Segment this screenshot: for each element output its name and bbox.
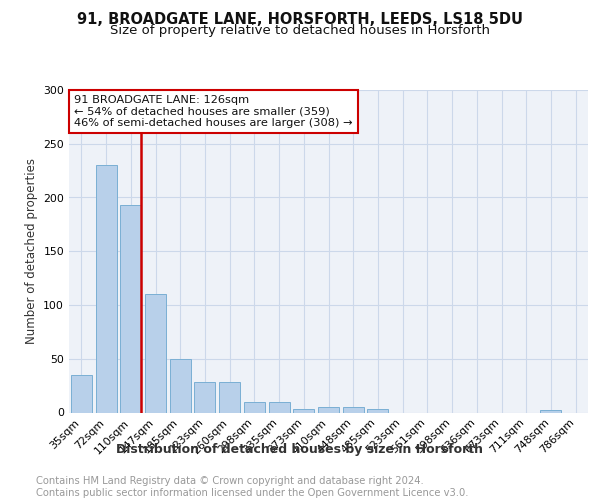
Bar [95,165,116,412]
Bar [541,410,562,412]
Text: 91, BROADGATE LANE, HORSFORTH, LEEDS, LS18 5DU: 91, BROADGATE LANE, HORSFORTH, LEEDS, LS… [77,12,523,28]
Bar [170,359,191,412]
Bar [343,407,364,412]
Bar [244,402,265,412]
Text: Contains HM Land Registry data © Crown copyright and database right 2024.
Contai: Contains HM Land Registry data © Crown c… [36,476,469,498]
Bar [269,402,290,412]
Text: Size of property relative to detached houses in Horsforth: Size of property relative to detached ho… [110,24,490,37]
Bar [318,407,339,412]
Bar [194,382,215,412]
Bar [219,382,240,412]
Bar [293,410,314,412]
Bar [71,375,92,412]
Text: 91 BROADGATE LANE: 126sqm
← 54% of detached houses are smaller (359)
46% of semi: 91 BROADGATE LANE: 126sqm ← 54% of detac… [74,95,353,128]
Bar [120,205,141,412]
Bar [145,294,166,412]
Y-axis label: Number of detached properties: Number of detached properties [25,158,38,344]
Bar [367,410,388,412]
Text: Distribution of detached houses by size in Horsforth: Distribution of detached houses by size … [116,442,484,456]
